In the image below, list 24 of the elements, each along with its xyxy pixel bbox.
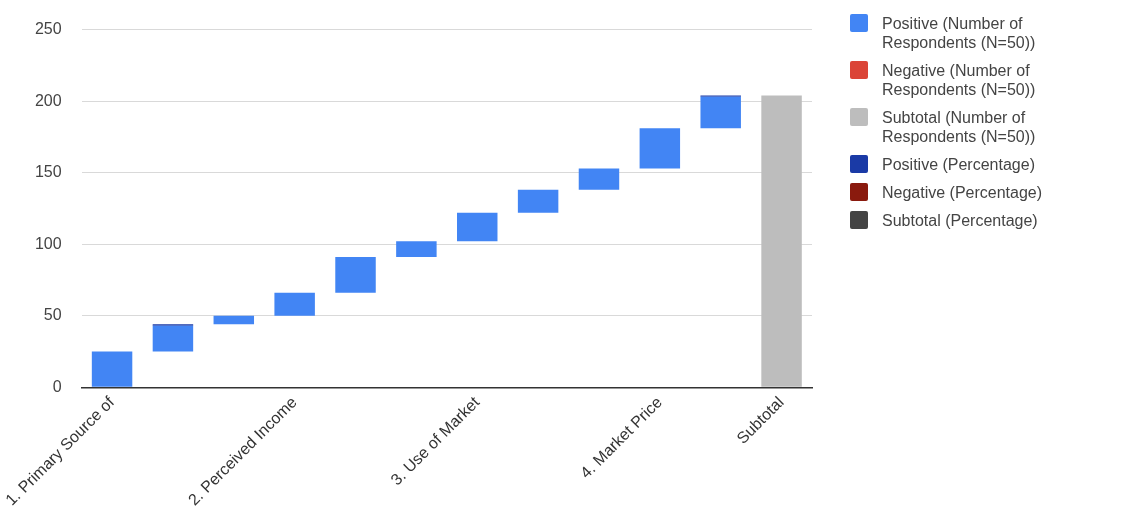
y-tick-label: 150 [34, 163, 62, 181]
bar [335, 257, 376, 293]
y-tick-label: 250 [34, 20, 62, 38]
legend-label: Subtotal (Number of Respondents (N=50)) [882, 108, 1037, 146]
bar [517, 189, 559, 213]
legend-label: Negative (Percentage) [882, 183, 1043, 202]
bar [761, 95, 802, 387]
bar [91, 351, 133, 387]
legend-label: Negative (Number of Respondents (N=50)) [882, 61, 1037, 99]
y-tick-label: 200 [34, 91, 62, 109]
y-tick-label: 100 [34, 234, 62, 252]
legend-label: Positive (Percentage) [882, 155, 1035, 174]
bar [213, 315, 255, 325]
bar [457, 212, 498, 242]
bar [578, 168, 620, 190]
bar [152, 325, 194, 352]
bar [274, 292, 315, 316]
y-tick-label: 0 [52, 377, 62, 395]
legend-label: Positive (Number of Respondents (N=50)) [882, 14, 1037, 52]
bar [396, 241, 437, 258]
legend-label: Subtotal (Percentage) [882, 211, 1038, 230]
y-tick-label: 50 [43, 306, 62, 324]
bar [639, 128, 681, 169]
bar [700, 96, 741, 129]
